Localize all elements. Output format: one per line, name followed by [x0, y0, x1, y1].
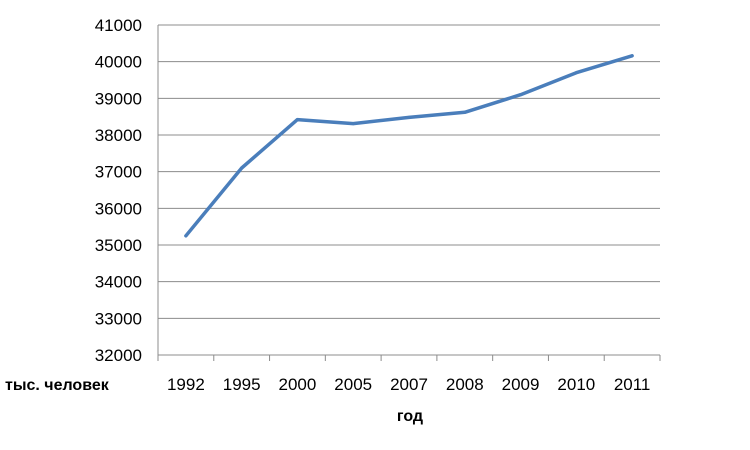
- x-tick-label: 1995: [223, 375, 261, 394]
- data-point: [574, 71, 578, 75]
- x-tick-label: 2011: [614, 375, 651, 394]
- y-tick-label: 37000: [95, 163, 142, 182]
- x-tick-label: 2009: [502, 375, 540, 394]
- gridlines: [158, 24, 660, 319]
- data-point: [295, 118, 299, 122]
- data-point: [463, 110, 467, 114]
- series-layer: [184, 54, 634, 238]
- x-tick-labels: 1992 1995 2000 2005 2007 2008 2009 2010 2011: [167, 375, 650, 394]
- y-tick-label: 39000: [95, 89, 142, 108]
- data-point: [407, 115, 411, 119]
- data-point: [519, 93, 523, 97]
- y-tick-label: 38000: [95, 126, 142, 145]
- y-tick-label: 41000: [95, 16, 142, 35]
- x-tick-label: 2008: [446, 375, 484, 394]
- y-tick-label: 35000: [95, 236, 142, 255]
- axes: [157, 25, 661, 361]
- y-tick-label: 40000: [95, 53, 142, 72]
- x-tick-label: 2007: [390, 375, 428, 394]
- data-point: [351, 122, 355, 126]
- x-tick-label: 2010: [557, 375, 595, 394]
- y-axis-title: тыс. человек: [5, 377, 110, 394]
- x-tick-label: 2005: [334, 375, 372, 394]
- data-point: [630, 54, 634, 58]
- data-point: [184, 234, 188, 238]
- data-point: [240, 166, 244, 170]
- y-tick-labels: 32000 33000 34000 35000 36000 37000 38000 39000…: [95, 16, 142, 365]
- x-tick-label: 2000: [279, 375, 317, 394]
- y-tick-label: 32000: [95, 346, 142, 365]
- y-tick-label: 33000: [95, 309, 142, 328]
- y-tick-label: 34000: [95, 273, 142, 292]
- y-tick-label: 36000: [95, 199, 142, 218]
- x-axis-title: год: [397, 408, 423, 425]
- x-tick-label: 1992: [167, 375, 205, 394]
